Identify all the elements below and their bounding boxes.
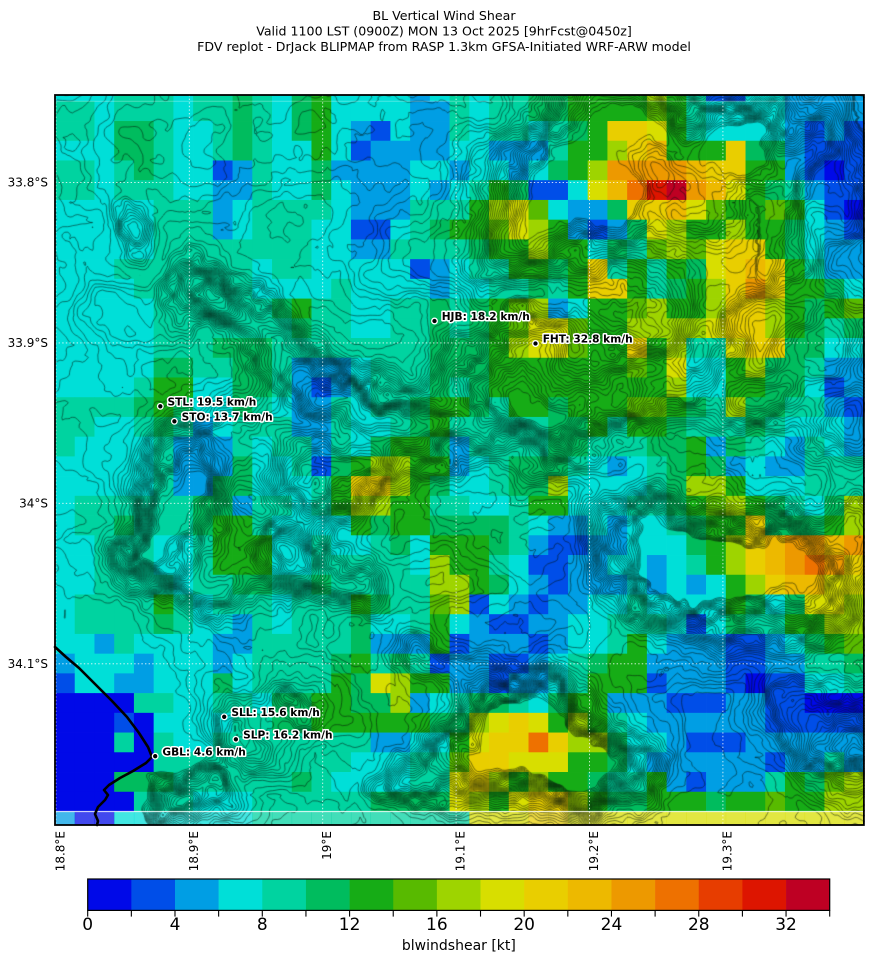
colorbar-segment: [393, 879, 438, 911]
station-markers: HJB: 18.2 km/h FHT: 32.8 km/h STL: 19.5 km…: [151, 310, 634, 760]
y-tick-label: 34.1°S: [8, 657, 48, 671]
colorbar-axis-label: blwindshear [kt]: [402, 938, 516, 954]
map-border: [54, 94, 865, 826]
y-tick-label: 33.9°S: [8, 336, 48, 350]
colorbar-segment: [480, 879, 525, 911]
colorbar-segment: [742, 879, 787, 911]
colorbar-segment: [174, 879, 219, 911]
coastline: [53, 645, 154, 827]
colorbar-segment: [131, 879, 176, 911]
colorbar-tick-label: 8: [257, 915, 268, 935]
colorbar-tick-label: 32: [775, 915, 797, 935]
station-label-STL: STL: 19.5 km/h: [168, 397, 257, 409]
station-dot-STL: [156, 402, 164, 410]
chart-subtitle-model-info: FDV replot - DrJack BLIPMAP from RASP 1.…: [197, 39, 691, 54]
colorbar-segment: [655, 879, 700, 911]
station-dot-HJB: [431, 317, 438, 325]
colorbar: 0 4 8 12 16 20 24 28 32: [82, 878, 831, 935]
graticule-grid-lines: [55, 95, 864, 825]
colorbar-segment: [611, 879, 656, 911]
station-label-HJB: HJB: 18.2 km/h: [442, 311, 530, 323]
colorbar-segment: [786, 879, 830, 911]
colorbar-segment: [349, 879, 394, 911]
station-label-GBL: GBL: 4.6 km/h: [162, 746, 245, 758]
station-dot-SLL: [220, 713, 228, 721]
station-dot-SLP: [232, 735, 240, 743]
station-label-SLL: SLL: 15.6 km/h: [231, 707, 319, 719]
colorbar-segment: [567, 879, 612, 911]
x-tick-label: 18.8°E: [53, 831, 67, 871]
colorbar-segment: [305, 879, 350, 911]
colorbar-segment: [436, 879, 481, 911]
station-dot-GBL: [151, 752, 159, 760]
colorbar-segment: [524, 879, 569, 911]
station-dot-STO: [170, 417, 178, 425]
colorbar-tick-label: 16: [426, 915, 448, 935]
colorbar-segment: [218, 879, 263, 911]
y-axis-tick-labels: 33.8°S 33.9°S 34°S 34.1°S: [8, 176, 48, 671]
chart-subtitle-valid-time: Valid 1100 LST (0900Z) MON 13 Oct 2025 […: [256, 24, 632, 39]
chart-title: BL Vertical Wind Shear: [372, 8, 516, 23]
x-tick-label: 19.1°E: [454, 831, 468, 871]
colorbar-border: [87, 878, 831, 911]
colorbar-tick-label: 12: [339, 915, 361, 935]
x-tick-label: 19.3°E: [720, 831, 734, 871]
colorbar-segment: [698, 879, 743, 911]
x-axis-tick-labels: 18.8°E 18.9°E 19°E 19.1°E 19.2°E 19.3°E: [53, 831, 734, 871]
x-tick-label: 19.2°E: [587, 831, 601, 871]
station-label-STO: STO: 13.7 km/h: [182, 412, 273, 424]
terrain-contours-canvas: [55, 95, 865, 826]
station-dot-FHT: [532, 340, 539, 347]
colorbar-tick-label: 20: [513, 915, 535, 935]
colorbar-tick-label: 4: [170, 915, 181, 935]
y-tick-label: 34°S: [19, 497, 48, 511]
colorbar-tick-label: 24: [601, 915, 623, 935]
colorbar-segment: [87, 879, 132, 911]
y-tick-label: 33.8°S: [8, 176, 48, 190]
station-label-SLP: SLP: 16.2 km/h: [243, 730, 332, 742]
colorbar-segment: [262, 879, 307, 911]
colorbar-tick-label: 0: [82, 915, 93, 935]
x-tick-label: 19°E: [320, 831, 334, 860]
x-tick-label: 18.9°E: [187, 831, 201, 871]
colorbar-tick-label: 28: [688, 915, 710, 935]
station-label-FHT: FHT: 32.8 km/h: [543, 334, 633, 346]
